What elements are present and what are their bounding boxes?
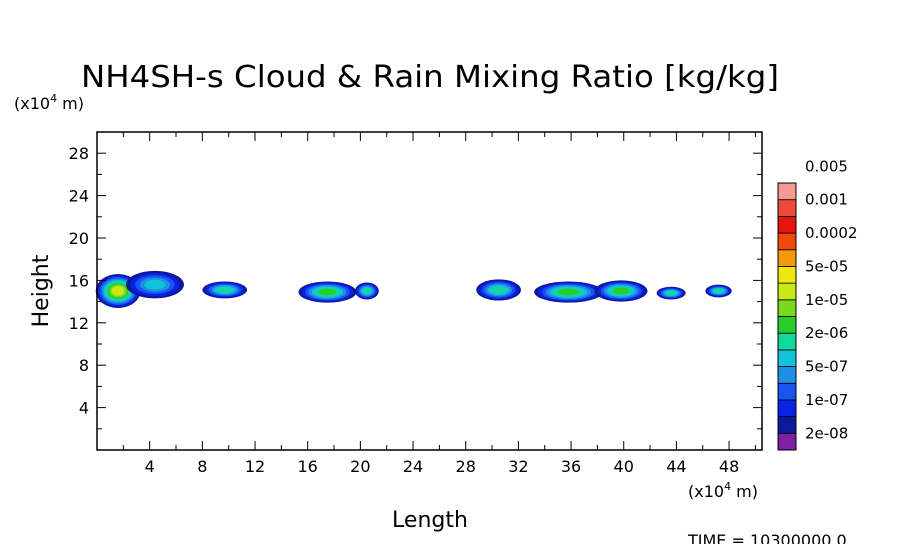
cloud-contour <box>491 286 507 294</box>
y-tick-label: 28 <box>69 144 89 163</box>
cloud-contour <box>666 291 676 296</box>
x-tick-label: 40 <box>614 457 634 476</box>
colorbar-label: 2e-06 <box>805 324 848 342</box>
colorbar-labels: 2e-08 1e-07 5e-07 2e-06 1e-05 5e-05 0.0002 0.00… <box>805 157 858 442</box>
y-axis-label: Height <box>29 254 54 327</box>
x-unit-tail: m) <box>731 482 758 501</box>
cloud <box>202 281 248 299</box>
cloud <box>298 281 357 303</box>
colorbar-label: 1e-05 <box>805 291 848 309</box>
x-axis-unit: (x104 m) <box>688 480 758 501</box>
colorbar-swatch <box>777 266 797 284</box>
time-label: TIME = 10300000.0 <box>687 531 847 544</box>
y-tick-label: 24 <box>69 187 89 206</box>
colorbar-swatch <box>777 416 797 434</box>
x-tick-label: 4 <box>145 457 155 476</box>
x-unit-exponent: 4 <box>724 480 731 493</box>
colorbar-swatch <box>777 382 797 401</box>
y-tick-label: 8 <box>79 356 89 375</box>
y-unit-exponent: 4 <box>50 92 57 105</box>
cloud-contour <box>318 288 337 296</box>
cloud-contour <box>714 288 723 294</box>
cloud-contour <box>144 279 166 290</box>
colorbar-swatch <box>777 299 797 317</box>
cloud-field <box>95 270 732 308</box>
colorbar-label: 5e-07 <box>805 358 848 376</box>
colorbar-swatch <box>777 249 797 267</box>
x-tick-label: 32 <box>508 457 528 476</box>
x-tick-label: 24 <box>403 457 423 476</box>
y-tick-label: 4 <box>79 399 89 418</box>
colorbar-swatch <box>777 349 797 367</box>
cloud <box>95 274 141 308</box>
colorbar-swatch <box>777 366 797 384</box>
colorbar-label: 2e-08 <box>805 424 848 442</box>
cloud <box>594 280 648 302</box>
cloud <box>476 279 522 301</box>
cloud-contour <box>557 288 580 296</box>
x-unit-base: (x10 <box>688 482 724 501</box>
cloud <box>534 281 603 303</box>
cloud <box>705 284 732 298</box>
colorbar-swatch <box>777 399 797 418</box>
y-tick-label: 12 <box>69 314 89 333</box>
x-tick-label: 12 <box>245 457 265 476</box>
colorbar-swatch <box>777 182 797 201</box>
x-tick-label: 36 <box>561 457 581 476</box>
axis-ticks <box>97 132 762 450</box>
x-tick-label: 8 <box>197 457 207 476</box>
colorbar-swatch <box>777 316 797 334</box>
colorbar-label: 1e-07 <box>805 391 848 409</box>
y-unit-tail: m) <box>57 94 84 113</box>
plot-frame <box>96 131 763 451</box>
colorbar-label: 5e-05 <box>805 257 848 275</box>
colorbar-frame <box>777 182 797 451</box>
colorbar-label: 0.005 <box>805 157 848 175</box>
colorbar <box>777 182 797 451</box>
colorbar-swatch <box>777 282 797 301</box>
x-tick-label: 20 <box>350 457 370 476</box>
cloud <box>125 270 184 299</box>
cloud <box>355 282 379 300</box>
y-unit-base: (x10 <box>14 94 50 113</box>
colorbar-swatch <box>777 215 797 234</box>
y-axis-unit: (x104 m) <box>14 92 84 113</box>
cloud-contour <box>111 286 125 296</box>
cloud <box>656 286 686 300</box>
colorbar-swatch <box>777 232 797 251</box>
x-tick-label: 28 <box>456 457 476 476</box>
x-axis-label: Length <box>392 508 468 533</box>
x-tick-label: 16 <box>298 457 318 476</box>
colorbar-label: 0.001 <box>805 191 848 209</box>
y-tick-label: 20 <box>69 229 89 248</box>
colorbar-swatch <box>777 332 797 351</box>
cloud-contour <box>363 288 371 294</box>
colorbar-swatch <box>777 199 797 217</box>
chart-title: NH4SH-s Cloud & Rain Mixing Ratio [kg/kg… <box>81 60 779 95</box>
y-tick-label: 16 <box>69 271 89 290</box>
x-tick-label: 44 <box>666 457 686 476</box>
cloud-contour <box>612 287 630 295</box>
colorbar-swatch <box>777 432 797 451</box>
cloud-contour <box>217 287 233 293</box>
colorbar-label: 0.0002 <box>805 224 858 242</box>
y-tick-labels: 4 8 12 16 20 24 28 <box>69 144 89 417</box>
x-tick-labels: 4 8 12 16 20 24 28 32 36 40 44 48 <box>145 457 740 476</box>
x-tick-label: 48 <box>719 457 739 476</box>
